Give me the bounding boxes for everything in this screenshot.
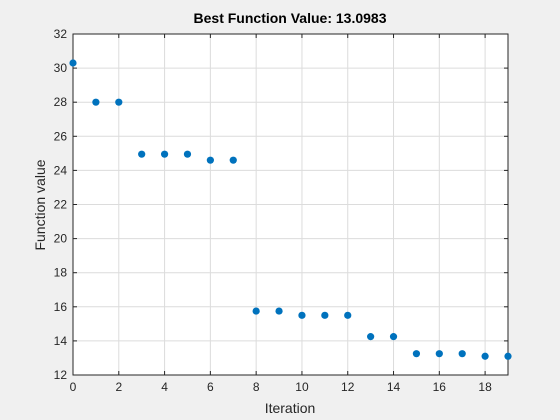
data-point: [367, 333, 375, 341]
chart-title: Best Function Value: 13.0983: [194, 10, 387, 26]
y-tick-label: 12: [54, 368, 68, 382]
x-tick-label: 16: [433, 380, 447, 394]
data-points: [69, 59, 512, 360]
data-point: [504, 352, 512, 360]
x-tick-label: 18: [478, 380, 492, 394]
y-tick-label: 16: [54, 300, 68, 314]
y-tick-label: 28: [54, 95, 68, 109]
x-tick-label: 6: [207, 380, 214, 394]
x-tick-label: 8: [253, 380, 260, 394]
x-axis-label: Iteration: [265, 400, 316, 416]
data-point: [92, 98, 100, 106]
data-point: [321, 311, 329, 319]
y-axis-label: Function value: [32, 159, 48, 250]
data-point: [458, 350, 466, 358]
data-point: [206, 156, 214, 164]
data-point: [115, 98, 123, 106]
x-tick-label: 4: [161, 380, 168, 394]
y-tick-label: 18: [54, 266, 68, 280]
data-point: [69, 59, 77, 67]
y-tick-label: 30: [54, 61, 68, 75]
data-point: [481, 352, 489, 360]
data-point: [138, 150, 146, 158]
data-point: [298, 311, 306, 319]
x-tick-label: 0: [70, 380, 77, 394]
data-point: [412, 350, 421, 358]
x-tick-label: 14: [387, 380, 401, 394]
data-point: [252, 307, 260, 315]
data-point: [389, 333, 398, 341]
y-tick-label: 14: [54, 334, 68, 348]
data-point: [435, 350, 443, 358]
data-point: [229, 156, 237, 164]
data-point: [160, 150, 169, 158]
y-tick-label: 24: [54, 163, 68, 177]
data-point: [344, 311, 352, 319]
data-point: [275, 307, 283, 315]
data-point: [183, 150, 192, 158]
y-tick-label: 32: [54, 27, 68, 41]
y-tick-label: 22: [54, 198, 68, 212]
x-tick-label: 10: [295, 380, 309, 394]
x-tick-label: 2: [115, 380, 122, 394]
y-tick-label: 26: [54, 129, 68, 143]
x-tick-label: 12: [341, 380, 355, 394]
y-tick-label: 20: [54, 232, 68, 246]
